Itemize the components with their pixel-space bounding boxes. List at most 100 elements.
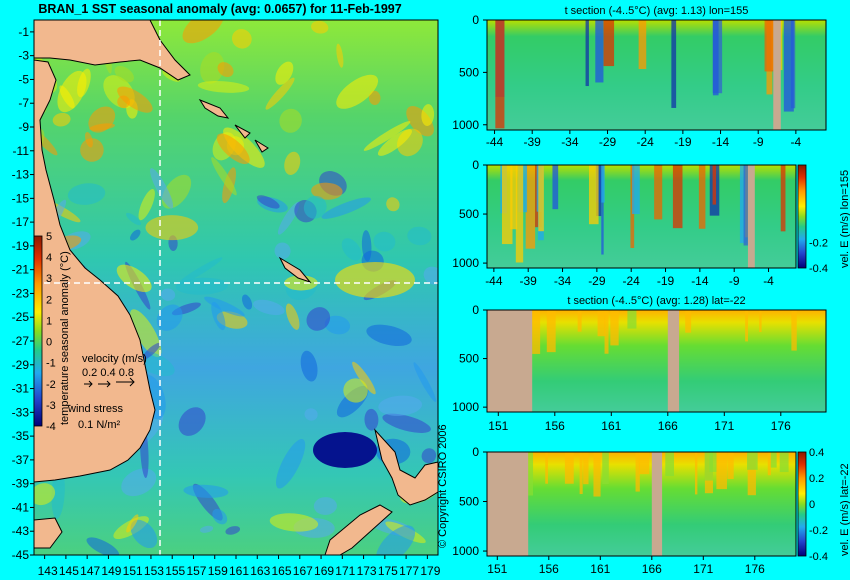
section-x-tick-label: -19 (674, 135, 692, 149)
section-stripe (638, 452, 650, 475)
anomaly-patch (352, 361, 376, 395)
map-y-tick-label: -45 (12, 548, 30, 562)
anomaly-patch (231, 29, 252, 49)
map-y-tick-label: -35 (12, 429, 30, 443)
map-y-tick-label: -37 (12, 453, 30, 467)
section-stripe (671, 20, 677, 108)
anomaly-patch (80, 138, 104, 162)
section-panel-1: t section (-4..5°C) (avg: 1.13) lon=155 -… (452, 5, 827, 149)
velocity-legend-values: 0.2 0.4 0.8 (82, 367, 134, 379)
section-stripe (635, 452, 640, 492)
section-stripe (716, 452, 727, 490)
section-x-tick-label: 171 (693, 562, 713, 576)
section-stripe (632, 165, 640, 214)
section-stripe (727, 452, 734, 479)
section-y-tick-label: 0 (472, 158, 479, 172)
map-y-tick-label: -11 (13, 144, 30, 158)
section-y-tick-label: 1000 (452, 118, 479, 132)
section-stripe (579, 452, 583, 495)
map-y-tick-label: -33 (12, 405, 30, 419)
map-y-tick-label: -15 (12, 191, 30, 205)
section-stripe (525, 452, 534, 496)
anomaly-patch (182, 20, 224, 44)
section-stripe (510, 165, 518, 230)
anomaly-patch (156, 304, 183, 331)
map-x-tick-label: 171 (335, 564, 355, 578)
anomaly-patch (114, 65, 134, 83)
anomaly-patch (300, 350, 318, 382)
anomaly-patch (223, 127, 265, 168)
section-x-tick-label: -39 (524, 135, 542, 149)
section-colorbar-tick-label: 0.2 (809, 473, 824, 485)
section-stripe (593, 452, 601, 497)
map-y-tick-label: -39 (12, 477, 30, 491)
section-stripe (610, 310, 619, 346)
anomaly-patch (413, 362, 437, 402)
anomaly-patch (126, 212, 141, 226)
section-x-tick-label: 171 (714, 419, 734, 433)
anomaly-patch (277, 201, 300, 235)
section-title: t section (-4..5°C) (avg: 1.13) lon=155 (565, 5, 749, 17)
map-x-tick-label: 165 (272, 564, 292, 578)
map-colorbar-tick-label: 3 (46, 273, 52, 285)
anomaly-patch (212, 508, 228, 525)
anomaly-patch (306, 307, 331, 331)
anomaly-patch (336, 43, 344, 68)
section-stripe (767, 452, 771, 476)
section-stripe (525, 165, 536, 249)
map-x-tick-label: 147 (80, 564, 100, 578)
section-stripe (538, 165, 544, 232)
map-x-tick-label: 161 (229, 564, 249, 578)
cold-anomaly-patch (313, 432, 377, 468)
section-colorbar-tick-label: -0.2 (809, 237, 828, 249)
anomaly-patch (377, 129, 412, 156)
anomaly-patch (67, 183, 106, 205)
anomaly-patch (126, 514, 139, 533)
section-stripe (712, 20, 719, 96)
map-colorbar-tick-label: -4 (46, 421, 56, 433)
map-x-tick-label: 157 (186, 564, 206, 578)
section-stripe (601, 165, 604, 255)
sst-map-panel: 143 145 147 149 151 153 155 157 159 161 163 165 167 1… (12, 19, 441, 578)
anomaly-patch (141, 342, 161, 360)
section-x-tick-label: -44 (486, 135, 504, 149)
anomaly-patch (276, 439, 306, 489)
section-x-tick-label: 156 (545, 419, 565, 433)
section-land-mask (773, 20, 781, 130)
anomaly-patch (378, 395, 423, 416)
anomaly-patch (204, 296, 245, 317)
section-colorbar-tick-label: -0.4 (809, 551, 828, 563)
section-stripe (545, 452, 548, 484)
map-x-tick-label: 169 (314, 564, 334, 578)
section-stripe (712, 165, 717, 205)
australia-land (34, 59, 156, 483)
map-colorbar-tick-label: 0 (46, 337, 52, 349)
map-y-tick-label: -31 (12, 382, 30, 396)
anomaly-patch (311, 182, 343, 200)
map-y-tick-label: -3 (18, 49, 29, 63)
section-stripe (764, 20, 774, 72)
map-y-tick-label: -41 (12, 500, 30, 514)
anomaly-patch (366, 324, 412, 347)
anomaly-patch (216, 133, 250, 165)
section-x-tick-label: -14 (691, 274, 709, 288)
section-stripe (743, 165, 749, 246)
section-x-tick-label: -24 (623, 274, 641, 288)
anomaly-patch (77, 68, 91, 98)
anomaly-patch (217, 62, 234, 77)
section-land-mask (651, 452, 663, 556)
section-stripe (532, 310, 541, 354)
section-stripe (638, 20, 647, 70)
section-x-tick-label: -4 (791, 135, 802, 149)
anomaly-patch (343, 378, 368, 403)
map-y-tick-label: -27 (12, 334, 30, 348)
section-stripe (654, 165, 663, 220)
section-y-tick-label: 0 (472, 13, 479, 27)
map-colorbar-tick-label: 2 (46, 294, 52, 306)
section-land-mask (667, 310, 680, 412)
solomon-islands (198, 98, 269, 153)
section-title: t section (-4..5°C) (avg: 1.28) lat=-22 (567, 295, 745, 307)
map-x-tick-label: 167 (293, 564, 313, 578)
new-caledonia (278, 256, 312, 284)
